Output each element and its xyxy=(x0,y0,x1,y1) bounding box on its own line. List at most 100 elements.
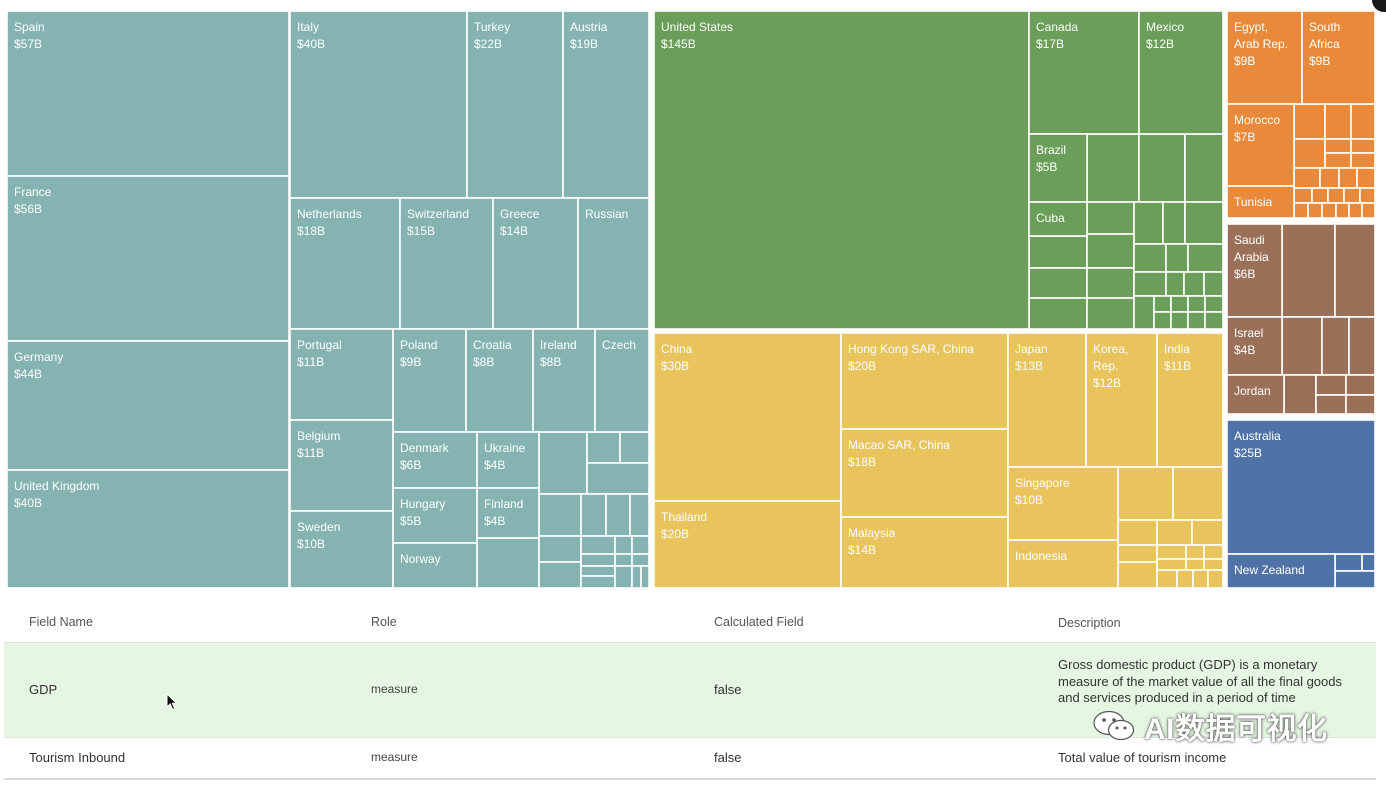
treemap-cell-minor[interactable] xyxy=(1324,152,1352,169)
treemap-cell-minor[interactable] xyxy=(1348,316,1376,376)
treemap-cell-minor[interactable] xyxy=(1345,394,1376,415)
treemap-cell-minor[interactable] xyxy=(619,431,650,464)
treemap-cell-minor[interactable] xyxy=(1361,202,1376,219)
treemap-cell-united-kingdom[interactable] xyxy=(6,469,290,589)
treemap-cell-minor[interactable] xyxy=(580,493,607,537)
treemap-cell-france[interactable] xyxy=(6,175,290,342)
treemap-cell-minor[interactable] xyxy=(1184,133,1224,203)
treemap-cell-minor[interactable] xyxy=(1327,187,1345,204)
treemap-cell-minor[interactable] xyxy=(1334,553,1363,572)
treemap-cell-minor[interactable] xyxy=(1293,187,1313,204)
treemap-cell-minor[interactable] xyxy=(1170,311,1189,330)
treemap-cell-ireland[interactable] xyxy=(532,328,596,433)
treemap-cell-minor[interactable] xyxy=(1156,569,1178,589)
treemap-cell-minor[interactable] xyxy=(1321,316,1350,376)
treemap-cell-minor[interactable] xyxy=(1156,519,1193,546)
treemap-cell-minor[interactable] xyxy=(1172,466,1224,521)
treemap-cell-minor[interactable] xyxy=(1176,569,1194,589)
treemap-cell-malaysia[interactable] xyxy=(840,516,1009,589)
treemap-cell-minor[interactable] xyxy=(1086,267,1135,299)
treemap-cell-austria[interactable] xyxy=(562,10,650,199)
treemap-cell-germany[interactable] xyxy=(6,340,290,471)
treemap-cell-macao-sar-china[interactable] xyxy=(840,428,1009,518)
treemap-cell-minor[interactable] xyxy=(629,493,650,537)
treemap-cell-minor[interactable] xyxy=(1350,152,1376,169)
treemap-cell-tunisia[interactable] xyxy=(1226,185,1295,219)
treemap-cell-minor[interactable] xyxy=(1086,233,1135,269)
treemap-cell-minor[interactable] xyxy=(1343,187,1361,204)
treemap-cell-minor[interactable] xyxy=(538,493,582,537)
treemap-cell-canada[interactable] xyxy=(1028,10,1140,135)
treemap-cell-korea-rep[interactable] xyxy=(1085,332,1158,468)
treemap-cell-minor[interactable] xyxy=(1203,544,1224,560)
treemap-cell-netherlands[interactable] xyxy=(289,197,401,330)
treemap-cell-minor[interactable] xyxy=(1165,243,1189,273)
treemap-cell-minor[interactable] xyxy=(1311,187,1329,204)
treemap-cell-minor[interactable] xyxy=(1156,544,1187,560)
table-row[interactable]: Tourism Inbound measure false Total valu… xyxy=(4,737,1376,780)
treemap-cell-minor[interactable] xyxy=(1283,374,1317,415)
treemap-cell-minor[interactable] xyxy=(1319,167,1340,189)
treemap-cell-singapore[interactable] xyxy=(1007,466,1119,541)
treemap-cell-minor[interactable] xyxy=(476,537,540,589)
treemap-cell-minor[interactable] xyxy=(1192,569,1209,589)
treemap-cell-minor[interactable] xyxy=(605,493,631,537)
treemap-cell-norway[interactable] xyxy=(392,542,478,589)
treemap-cell-minor[interactable] xyxy=(1170,295,1189,313)
treemap-cell-south-africa[interactable] xyxy=(1301,10,1376,105)
treemap-cell-jordan[interactable] xyxy=(1226,374,1285,415)
treemap-cell-minor[interactable] xyxy=(614,535,633,555)
treemap-cell-minor[interactable] xyxy=(1028,297,1088,330)
treemap-cell-minor[interactable] xyxy=(1117,519,1158,546)
treemap-cell-minor[interactable] xyxy=(1293,167,1321,189)
treemap-cell-minor[interactable] xyxy=(1204,295,1224,313)
treemap-cell-minor[interactable] xyxy=(1207,569,1224,589)
treemap-cell-spain[interactable] xyxy=(6,10,290,177)
treemap-cell-minor[interactable] xyxy=(1117,544,1158,563)
treemap-cell-minor[interactable] xyxy=(1153,311,1172,330)
treemap-cell-minor[interactable] xyxy=(1281,316,1323,376)
treemap-cell-minor[interactable] xyxy=(1359,187,1376,204)
treemap-cell-denmark[interactable] xyxy=(392,431,478,489)
treemap-cell-hungary[interactable] xyxy=(392,487,478,544)
treemap-cell-minor[interactable] xyxy=(1334,223,1376,318)
treemap-cell-minor[interactable] xyxy=(1133,201,1164,245)
treemap-cell-minor[interactable] xyxy=(614,565,633,589)
treemap-cell-minor[interactable] xyxy=(1133,295,1155,330)
treemap-cell-minor[interactable] xyxy=(1315,374,1347,396)
treemap-cell-minor[interactable] xyxy=(1350,138,1376,154)
treemap-cell-minor[interactable] xyxy=(1185,558,1205,571)
treemap-cell-italy[interactable] xyxy=(289,10,468,199)
treemap-cell-minor[interactable] xyxy=(580,553,616,567)
treemap-cell-minor[interactable] xyxy=(1156,558,1187,571)
treemap-cell-czech[interactable] xyxy=(594,328,650,433)
treemap-cell-minor[interactable] xyxy=(1184,201,1224,245)
treemap-cell-minor[interactable] xyxy=(1203,271,1224,297)
treemap-cell-minor[interactable] xyxy=(1133,243,1167,273)
treemap-cell-minor[interactable] xyxy=(1187,243,1224,273)
treemap-cell-minor[interactable] xyxy=(1307,202,1323,219)
treemap-cell-portugal[interactable] xyxy=(289,328,394,421)
treemap-cell-new-zealand[interactable] xyxy=(1226,553,1336,589)
treemap-cell-minor[interactable] xyxy=(631,565,642,589)
treemap-cell-minor[interactable] xyxy=(1361,553,1376,572)
treemap-cell-greece[interactable] xyxy=(492,197,579,330)
treemap-cell-minor[interactable] xyxy=(1165,271,1185,297)
treemap-cell-minor[interactable] xyxy=(1086,201,1135,235)
treemap-cell-israel[interactable] xyxy=(1226,316,1283,376)
treemap-cell-minor[interactable] xyxy=(1191,519,1224,546)
treemap-cell-minor[interactable] xyxy=(1293,202,1309,219)
treemap-cell-minor[interactable] xyxy=(1153,295,1172,313)
treemap-cell-morocco[interactable] xyxy=(1226,103,1295,187)
treemap-cell-minor[interactable] xyxy=(1086,133,1140,203)
treemap-cell-minor[interactable] xyxy=(1281,223,1336,318)
treemap-cell-minor[interactable] xyxy=(1183,271,1205,297)
treemap-cell-minor[interactable] xyxy=(1133,271,1167,297)
treemap-cell-croatia[interactable] xyxy=(465,328,534,433)
treemap-cell-minor[interactable] xyxy=(1315,394,1347,415)
treemap-cell-minor[interactable] xyxy=(1117,561,1158,589)
treemap-cell-united-states[interactable] xyxy=(653,10,1030,330)
treemap-cell-minor[interactable] xyxy=(1293,103,1326,140)
treemap-cell-minor[interactable] xyxy=(1185,544,1205,560)
treemap-cell-minor[interactable] xyxy=(1203,558,1224,571)
